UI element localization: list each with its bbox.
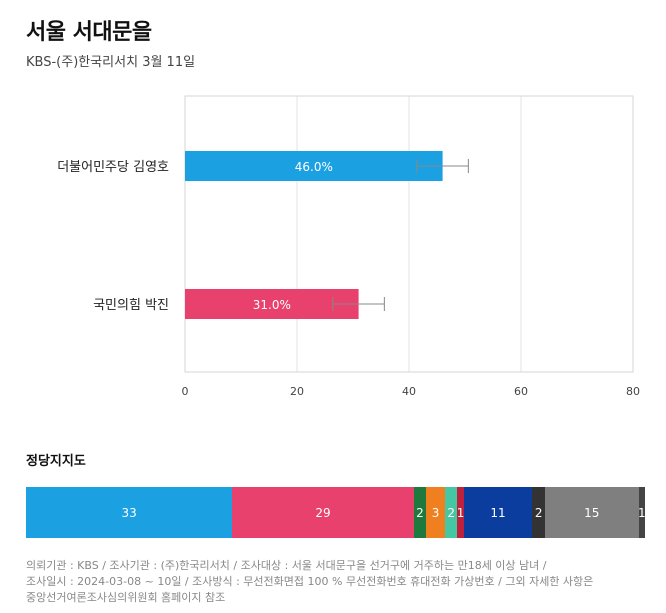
footnote: 의뢰기관 : KBS / 조사기관 : (주)한국리서치 / 조사대상 : 서울… <box>26 558 646 606</box>
bar-value-label: 46.0% <box>295 160 333 174</box>
page-title: 서울 서대문을 <box>26 20 152 45</box>
party-segment: 2 <box>444 487 458 538</box>
poll-source: KBS-(주)한국리서치 3월 11일 <box>26 55 196 70</box>
party-support-bar: 33 29 2 3 2 1 11 2 15 1 <box>26 487 645 538</box>
x-tick-label: 60 <box>514 385 528 398</box>
party-segment: 15 <box>544 487 639 538</box>
footnote-line: 조사일시 : 2024-03-08 ~ 10일 / 조사방식 : 무선전화면접 … <box>26 575 594 588</box>
party-segment: 33 <box>26 487 233 538</box>
bar <box>185 289 359 319</box>
bar <box>185 151 443 181</box>
party-segment: 1 <box>457 487 464 538</box>
x-tick-label: 0 <box>182 385 189 398</box>
plot-frame <box>184 95 634 373</box>
footnote-line: 의뢰기관 : KBS / 조사기관 : (주)한국리서치 / 조사대상 : 서울… <box>26 559 547 572</box>
candidate-bar-chart: 0 20 40 60 80 46.0% 더불어민주당 김영호 31.0% 국민의힘 박진 <box>57 95 640 398</box>
party-segment: 2 <box>532 487 545 538</box>
x-tick-label: 40 <box>402 385 416 398</box>
party-support-title: 정당지지도 <box>26 454 86 469</box>
party-segment: 29 <box>232 487 414 538</box>
x-tick-label: 80 <box>626 385 640 398</box>
party-segment: 1 <box>638 487 645 538</box>
party-segment: 11 <box>463 487 533 538</box>
footnote-line: 중앙선거여론조사심의위원회 홈페이지 참조 <box>26 591 226 604</box>
category-label: 국민의힘 박진 <box>93 298 169 313</box>
x-tick-label: 20 <box>290 385 304 398</box>
party-segment: 2 <box>413 487 427 538</box>
category-label: 더불어민주당 김영호 <box>57 160 169 175</box>
bar-value-label: 31.0% <box>253 298 291 312</box>
party-segment: 3 <box>426 487 445 538</box>
